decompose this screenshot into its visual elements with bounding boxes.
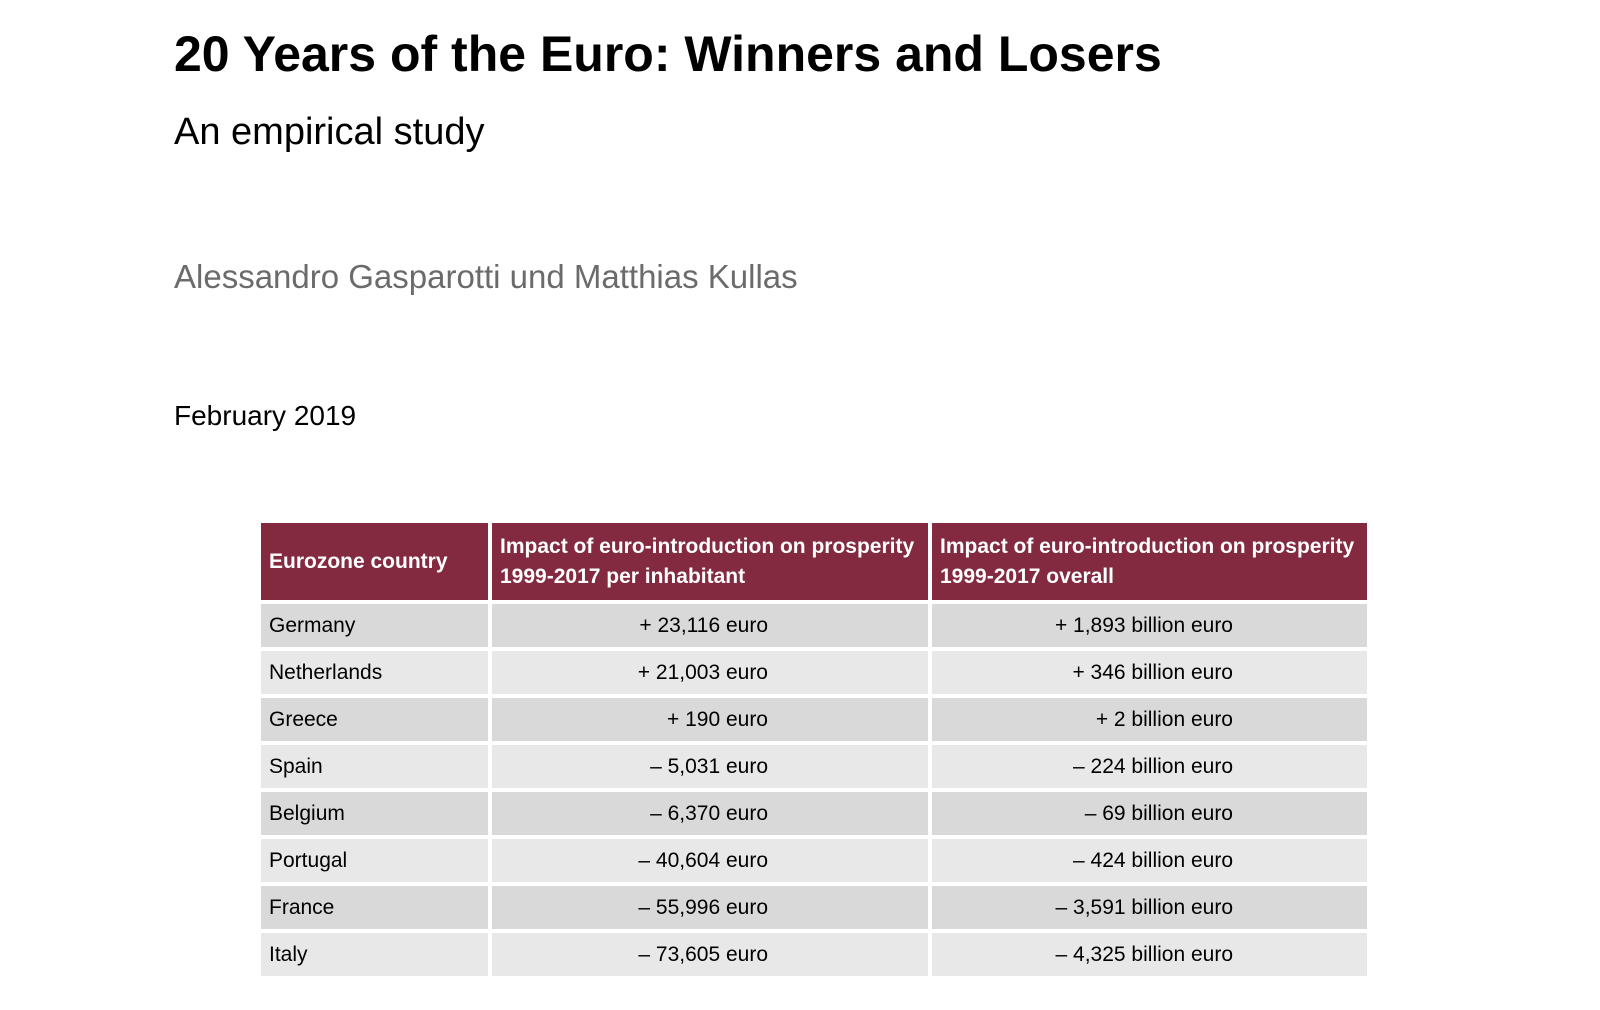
per-inhabitant-cell: + 23,116 euro [492,604,928,647]
overall-cell: – 4,325 billion euro [932,933,1367,976]
country-cell: France [261,886,488,929]
country-cell: Spain [261,745,488,788]
header-per-inhabitant: Impact of euro-introduction on prosperit… [492,523,928,600]
overall-cell: – 224 billion euro [932,745,1367,788]
per-inhabitant-cell: – 5,031 euro [492,745,928,788]
country-cell: Portugal [261,839,488,882]
country-cell: Germany [261,604,488,647]
per-inhabitant-cell: + 190 euro [492,698,928,741]
document-title: 20 Years of the Euro: Winners and Losers [174,26,1162,82]
country-cell: Italy [261,933,488,976]
per-inhabitant-cell: – 40,604 euro [492,839,928,882]
document-authors: Alessandro Gasparotti und Matthias Kulla… [174,258,798,295]
table-row: Portugal – 40,604 euro – 424 billion eur… [261,839,1367,882]
overall-cell: – 3,591 billion euro [932,886,1367,929]
country-cell: Belgium [261,792,488,835]
header-overall: Impact of euro-introduction on prosperit… [932,523,1367,600]
document-subtitle: An empirical study [174,111,485,153]
table-row: Italy – 73,605 euro – 4,325 billion euro [261,933,1367,976]
per-inhabitant-cell: – 55,996 euro [492,886,928,929]
country-cell: Greece [261,698,488,741]
per-inhabitant-cell: – 73,605 euro [492,933,928,976]
overall-cell: + 346 billion euro [932,651,1367,694]
per-inhabitant-cell: + 21,003 euro [492,651,928,694]
document-date: February 2019 [174,400,357,431]
results-table: Eurozone country Impact of euro-introduc… [257,519,1371,980]
table-row: France – 55,996 euro – 3,591 billion eur… [261,886,1367,929]
overall-cell: + 1,893 billion euro [932,604,1367,647]
table-row: Belgium – 6,370 euro – 69 billion euro [261,792,1367,835]
table-row: Greece + 190 euro + 2 billion euro [261,698,1367,741]
table-row: Spain – 5,031 euro – 224 billion euro [261,745,1367,788]
per-inhabitant-cell: – 6,370 euro [492,792,928,835]
header-country: Eurozone country [261,523,488,600]
table-row: Germany + 23,116 euro + 1,893 billion eu… [261,604,1367,647]
country-cell: Netherlands [261,651,488,694]
table-header-row: Eurozone country Impact of euro-introduc… [261,523,1367,600]
overall-cell: – 69 billion euro [932,792,1367,835]
overall-cell: – 424 billion euro [932,839,1367,882]
overall-cell: + 2 billion euro [932,698,1367,741]
table-row: Netherlands + 21,003 euro + 346 billion … [261,651,1367,694]
